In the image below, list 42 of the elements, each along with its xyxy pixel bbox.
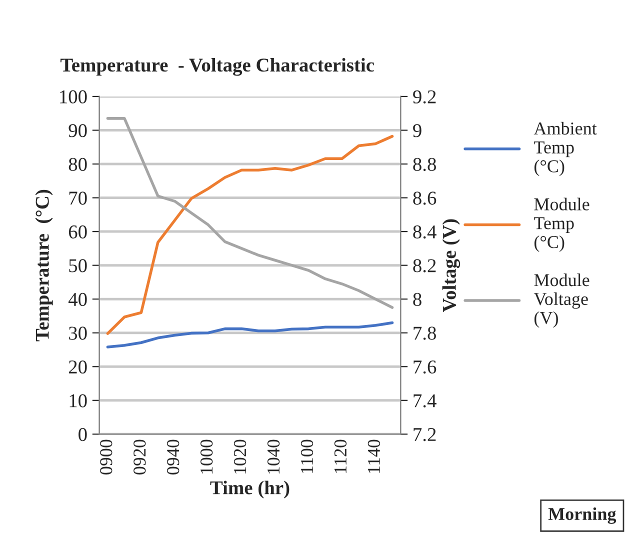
y2-tick-label: 9.2 (413, 90, 436, 104)
y-tick-label: 80 (68, 158, 87, 171)
x-tick-label: 1120 (334, 440, 347, 473)
text: Morning (548, 507, 616, 524)
y-tick-label: 20 (68, 360, 87, 374)
y-tick-label: 60 (68, 225, 87, 238)
y2-tick-label: 8 (413, 292, 422, 306)
x-tick-label: 1000 (200, 440, 213, 474)
y-tick-label: 90 (68, 124, 87, 138)
chart-title: Temperature - Voltage Characteristic (60, 58, 374, 76)
x-tick-label: 1140 (368, 440, 380, 473)
line-series (106, 134, 394, 335)
x-tick-label: 1100 (300, 440, 314, 473)
x-tick-label: 1020 (234, 440, 246, 474)
y-tick-label: 30 (69, 326, 87, 340)
y2-tick-label: 7.8 (414, 326, 436, 340)
y-axis-title: Temperature (°C) (35, 190, 53, 342)
x-tick-label: 0940 (167, 440, 180, 474)
y2-tick-label: 7.2 (414, 428, 436, 442)
x-axis-title: Time (hr) (210, 480, 290, 498)
y2-tick-label: 8.4 (413, 225, 436, 239)
y2-tick-label: 8.2 (413, 259, 436, 272)
y-tick-label: 40 (68, 292, 87, 306)
y-tick-label: 50 (69, 259, 87, 272)
legend-label: Module Temp (°C) (534, 198, 590, 252)
x-tick-label: 1040 (267, 440, 280, 474)
y-tick-label: 10 (70, 394, 87, 408)
y2-tick-label: 8.8 (413, 158, 436, 172)
y2-tick-label: 8.6 (413, 192, 436, 205)
y-tick-label: 100 (60, 90, 87, 104)
line-series (106, 321, 394, 348)
y2-tick-label: 7.6 (414, 360, 436, 374)
x-tick-label: 0900 (100, 440, 112, 474)
y2-axis-title: Voltage (V) (442, 219, 460, 312)
y-tick-label: 0 (78, 428, 87, 442)
x-tick-label: 0920 (134, 440, 146, 474)
y2-tick-label: 7.4 (414, 394, 436, 408)
y2-tick-label: 9 (413, 124, 422, 138)
legend-label: Ambient Temp (°C) (534, 122, 597, 176)
y-tick-label: 70 (69, 192, 87, 205)
legend-label: Module Voltage (V) (534, 274, 590, 328)
line-series (106, 117, 394, 309)
